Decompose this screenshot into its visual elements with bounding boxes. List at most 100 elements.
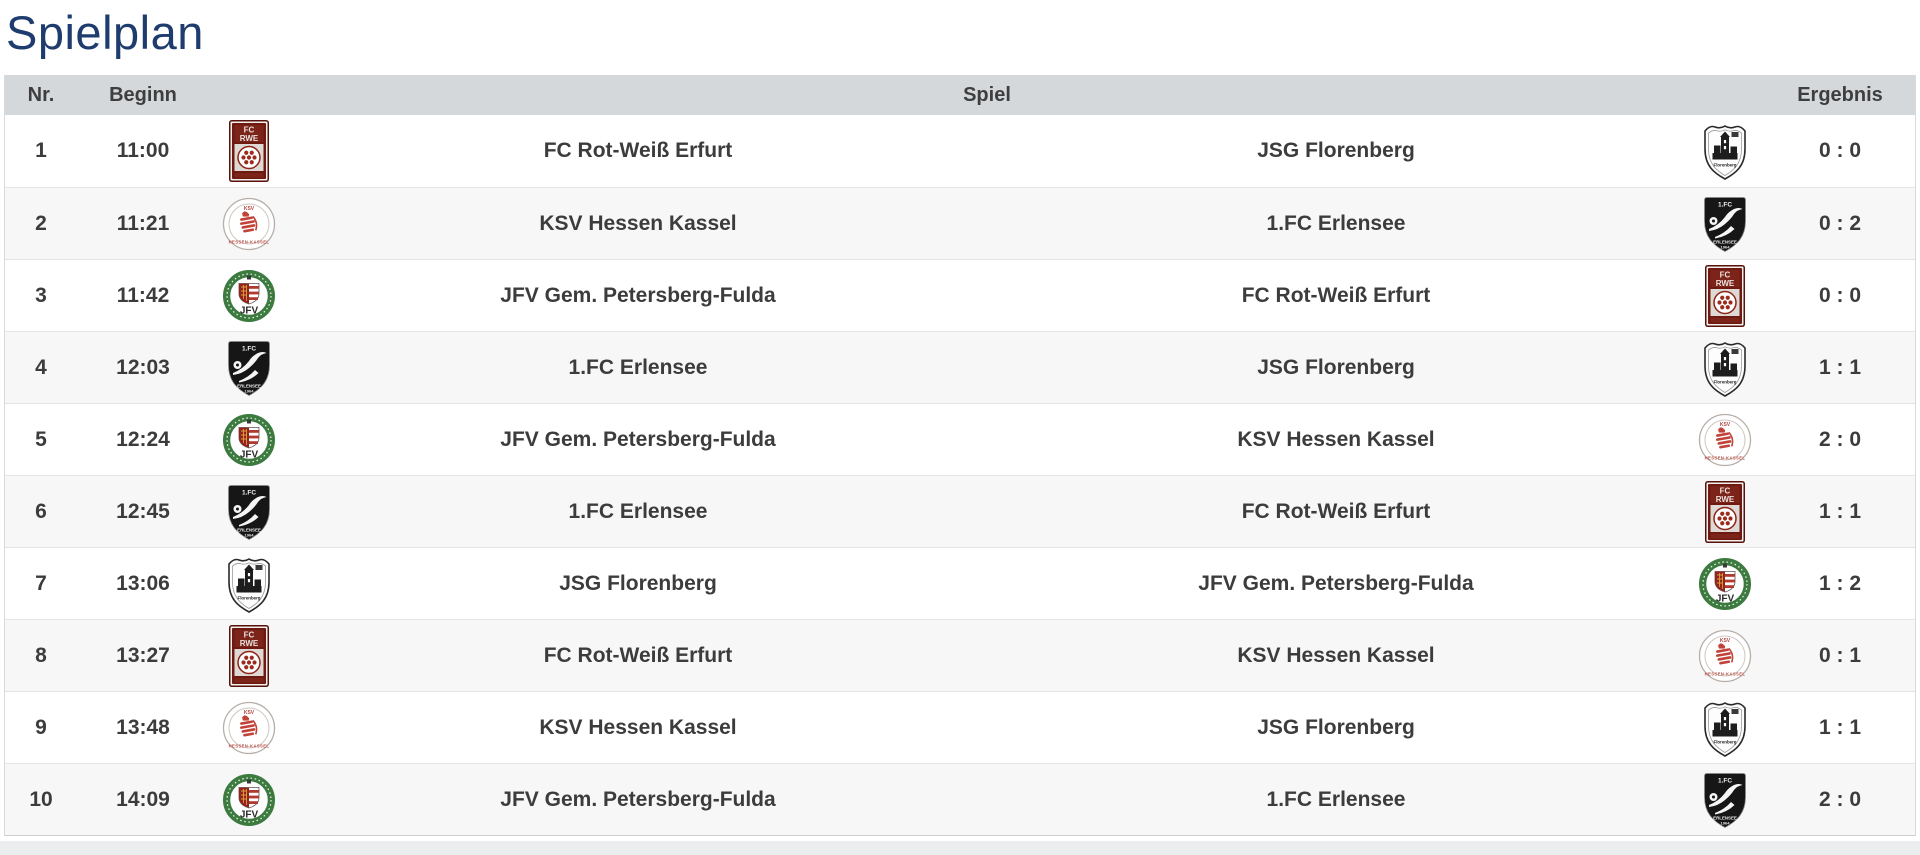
svg-text:FC: FC (244, 126, 255, 135)
table-row: 2 11:21 KSV HESSEN-KASSEL KSV Hessen Kas… (5, 187, 1915, 260)
svg-text:KSV: KSV (1720, 422, 1731, 428)
home-team-name: FC Rot-Weiß Erfurt (543, 644, 733, 668)
ksv-hessen-kassel-logo: KSV HESSEN-KASSEL (209, 188, 289, 260)
svg-text:Florenberg: Florenberg (1714, 163, 1737, 168)
home-team-name: KSV Hessen Kassel (539, 716, 737, 740)
svg-text:FC: FC (244, 631, 255, 640)
svg-text:JFV: JFV (240, 810, 259, 821)
home-team-name: JSG Florenberg (559, 572, 717, 596)
home-team-name: JFV Gem. Petersberg-Fulda (500, 788, 776, 812)
table-row: 4 12:03 1.FC ERLENSEE 1964 1.FC Erlensee… (5, 331, 1915, 404)
match-result: 2 : 0 (1818, 788, 1862, 812)
match-start-time: 12:24 (116, 428, 170, 452)
ksv-hessen-kassel-logo: KSV HESSEN-KASSEL (1685, 404, 1765, 476)
match-number: 1 (35, 139, 47, 163)
match-number: 6 (35, 500, 47, 524)
fc-rot-weiss-erfurt-logo: FC RWE (1685, 476, 1765, 548)
jfv-petersberg-fulda-logo: JFV (209, 404, 289, 476)
match-result: 0 : 0 (1818, 139, 1862, 163)
home-team-name: KSV Hessen Kassel (539, 212, 737, 236)
table-row: 9 13:48 KSV HESSEN-KASSEL KSV Hessen Kas… (5, 691, 1915, 764)
away-team-name: JSG Florenberg (1257, 139, 1415, 163)
away-team-name: 1.FC Erlensee (1266, 788, 1406, 812)
match-start-time: 11:00 (116, 139, 170, 163)
match-start-time: 13:27 (116, 644, 170, 668)
svg-text:KSV: KSV (244, 710, 255, 716)
away-team-name: JSG Florenberg (1257, 716, 1415, 740)
svg-text:1.FC: 1.FC (1718, 202, 1732, 209)
svg-text:JFV: JFV (240, 450, 259, 461)
svg-text:1964: 1964 (1721, 821, 1731, 826)
svg-text:KSV: KSV (1720, 638, 1731, 644)
match-result: 0 : 1 (1818, 644, 1862, 668)
away-team-name: KSV Hessen Kassel (1237, 644, 1435, 668)
match-start-time: 14:09 (116, 788, 170, 812)
fc-rot-weiss-erfurt-logo: FC RWE (1685, 260, 1765, 332)
page-title: Spielplan (6, 6, 204, 59)
match-start-time: 11:21 (116, 212, 170, 236)
match-result: 1 : 1 (1818, 716, 1862, 740)
svg-text:1.FC: 1.FC (242, 346, 256, 353)
svg-text:RWE: RWE (1716, 495, 1735, 504)
svg-text:1964: 1964 (245, 389, 255, 394)
table-row: 6 12:45 1.FC ERLENSEE 1964 1.FC Erlensee… (5, 475, 1915, 548)
svg-text:HESSEN-KASSEL: HESSEN-KASSEL (229, 240, 270, 245)
svg-text:ERLENSEE: ERLENSEE (237, 528, 261, 533)
home-team-name: 1.FC Erlensee (568, 500, 708, 524)
ksv-hessen-kassel-logo: KSV HESSEN-KASSEL (209, 692, 289, 764)
fc-erlensee-logo: 1.FC ERLENSEE 1964 (209, 476, 289, 548)
svg-text:1.FC: 1.FC (1718, 778, 1732, 785)
match-result: 0 : 0 (1818, 284, 1862, 308)
fc-rot-weiss-erfurt-logo: FC RWE (209, 620, 289, 692)
home-team-name: JFV Gem. Petersberg-Fulda (500, 428, 776, 452)
table-body: 1 11:00 FC RWE FC Rot-Weiß Erfurt JSG Fl… (5, 115, 1915, 836)
column-header-ergebnis: Ergebnis (1797, 83, 1883, 106)
match-start-time: 12:03 (116, 356, 170, 380)
svg-text:ERLENSEE: ERLENSEE (1713, 816, 1737, 821)
match-number: 7 (35, 572, 47, 596)
svg-text:KSV: KSV (244, 206, 255, 212)
column-header-spiel: Spiel (963, 83, 1011, 106)
svg-text:JFV: JFV (1716, 594, 1735, 605)
ksv-hessen-kassel-logo: KSV HESSEN-KASSEL (1685, 620, 1765, 692)
match-start-time: 12:45 (116, 500, 170, 524)
match-result: 2 : 0 (1818, 428, 1862, 452)
match-result: 0 : 2 (1818, 212, 1862, 236)
match-number: 10 (29, 788, 53, 812)
fc-erlensee-logo: 1.FC ERLENSEE 1964 (1685, 188, 1765, 260)
table-row: 10 14:09 JFV JFV Gem. Petersberg-Fulda 1… (5, 763, 1915, 836)
home-team-name: 1.FC Erlensee (568, 356, 708, 380)
svg-text:1.FC: 1.FC (242, 490, 256, 497)
schedule-table: Nr. Beginn Spiel Ergebnis 1 11:00 FC RWE (4, 75, 1916, 837)
fc-erlensee-logo: 1.FC ERLENSEE 1964 (1685, 764, 1765, 836)
svg-text:1964: 1964 (1721, 245, 1731, 250)
away-team-name: FC Rot-Weiß Erfurt (1241, 284, 1431, 308)
svg-text:HESSEN-KASSEL: HESSEN-KASSEL (1705, 456, 1746, 461)
match-number: 5 (35, 428, 47, 452)
match-number: 2 (35, 212, 47, 236)
svg-text:Florenberg: Florenberg (1714, 740, 1737, 745)
jsg-florenberg-logo: Florenberg (1685, 115, 1765, 187)
svg-text:JFV: JFV (240, 306, 259, 317)
match-start-time: 13:48 (116, 716, 170, 740)
svg-text:ERLENSEE: ERLENSEE (1713, 240, 1737, 245)
jfv-petersberg-fulda-logo: JFV (209, 764, 289, 836)
home-team-name: JFV Gem. Petersberg-Fulda (500, 284, 776, 308)
column-header-nr: Nr. (27, 83, 55, 106)
table-row: 5 12:24 JFV JFV Gem. Petersberg-Fulda KS… (5, 403, 1915, 476)
jfv-petersberg-fulda-logo: JFV (209, 260, 289, 332)
away-team-name: JSG Florenberg (1257, 356, 1415, 380)
match-number: 8 (35, 644, 47, 668)
table-header-row: Nr. Beginn Spiel Ergebnis (5, 75, 1915, 116)
away-team-name: KSV Hessen Kassel (1237, 428, 1435, 452)
table-row: 8 13:27 FC RWE FC Rot-Weiß Erfurt KSV He… (5, 619, 1915, 692)
svg-text:FC: FC (1720, 487, 1731, 496)
away-team-name: FC Rot-Weiß Erfurt (1241, 500, 1431, 524)
match-start-time: 11:42 (116, 284, 170, 308)
svg-text:ERLENSEE: ERLENSEE (237, 384, 261, 389)
home-team-name: FC Rot-Weiß Erfurt (543, 139, 733, 163)
svg-text:FC: FC (1720, 271, 1731, 280)
table-row: 3 11:42 JFV JFV Gem. Petersberg-Fulda FC… (5, 259, 1915, 332)
svg-text:HESSEN-KASSEL: HESSEN-KASSEL (1705, 672, 1746, 677)
